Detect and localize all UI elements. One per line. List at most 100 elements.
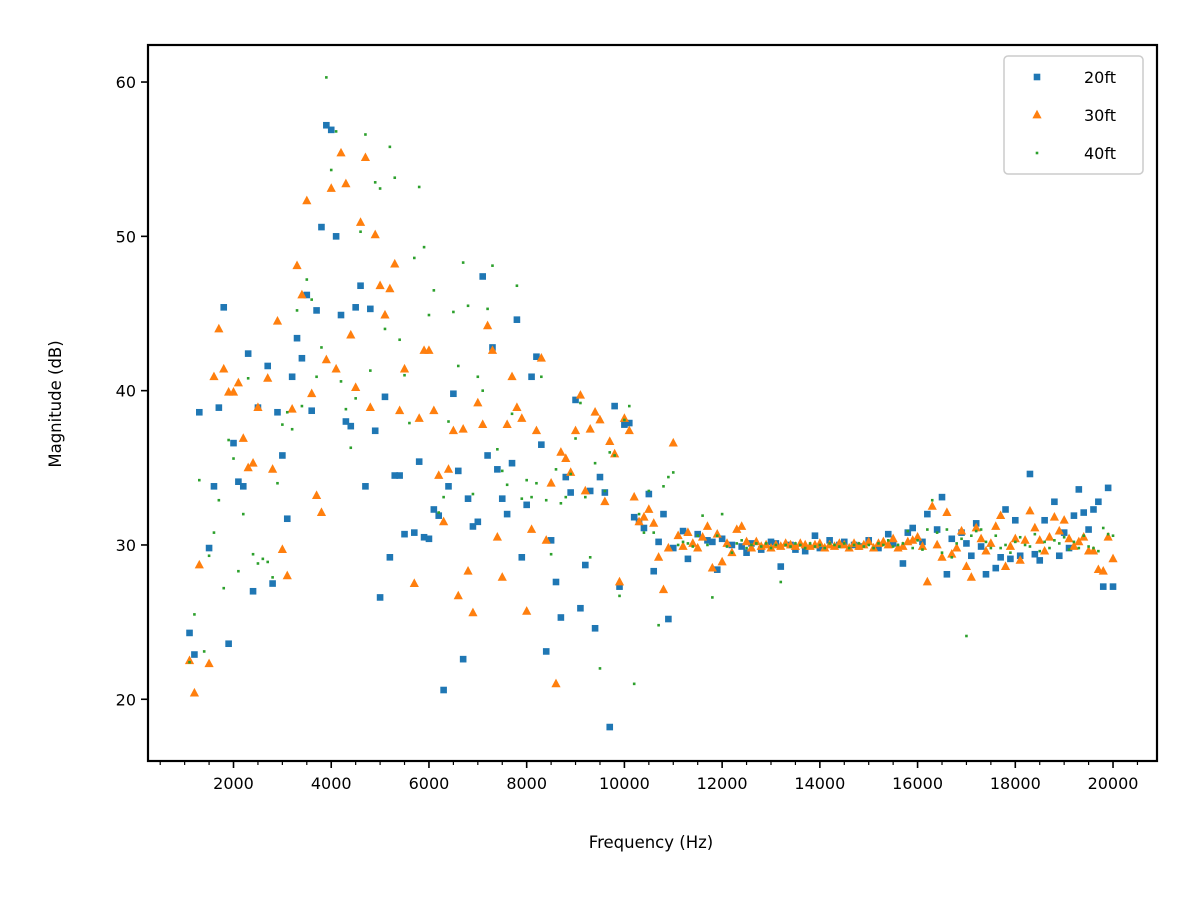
data-point (945, 528, 949, 531)
data-point (883, 539, 893, 549)
data-point (476, 375, 480, 379)
legend-marker (1032, 109, 1042, 119)
data-point (342, 418, 350, 425)
data-point (494, 466, 501, 473)
data-point (1025, 505, 1035, 515)
data-point (591, 624, 599, 632)
data-point (271, 576, 274, 579)
data-point (575, 390, 586, 399)
data-point (471, 492, 475, 496)
data-point (461, 261, 465, 264)
data-point (283, 515, 291, 523)
data-point (1101, 526, 1105, 530)
data-point (621, 421, 628, 428)
data-point (228, 386, 239, 396)
data-point (911, 546, 914, 550)
data-point (318, 223, 325, 231)
data-point (878, 536, 888, 546)
data-point (267, 464, 278, 473)
data-point (468, 607, 478, 617)
data-point (456, 364, 460, 368)
data-point (847, 546, 851, 550)
data-point (735, 542, 739, 545)
data-point (970, 534, 973, 538)
data-point (307, 388, 317, 398)
data-point (204, 658, 214, 668)
data-point (901, 542, 905, 545)
legend-box (1003, 55, 1144, 175)
data-point (1090, 506, 1097, 513)
data-point (443, 464, 454, 473)
data-point (376, 594, 384, 601)
data-point (989, 546, 993, 550)
data-point (713, 566, 721, 573)
data-point (728, 541, 736, 549)
data-point (253, 402, 263, 412)
data-point (302, 195, 312, 205)
x-tick-label: 6000 (409, 774, 450, 793)
data-point (974, 529, 978, 533)
x-tick-label: 10000 (599, 774, 650, 793)
x-tick-label: 14000 (794, 774, 845, 793)
data-point (381, 393, 389, 401)
data-point (566, 467, 576, 476)
data-point (681, 540, 685, 544)
data-point (241, 512, 245, 516)
data-point (886, 539, 890, 542)
data-point (725, 545, 729, 548)
data-point (276, 481, 279, 485)
data-point (279, 452, 286, 459)
data-point (398, 338, 401, 342)
data-point (956, 525, 967, 535)
data-point (349, 446, 353, 450)
data-point (249, 587, 257, 595)
data-point (584, 495, 587, 499)
data-point (683, 527, 693, 537)
data-point (737, 521, 747, 530)
data-point (1038, 549, 1042, 553)
data-point (502, 419, 512, 429)
data-point (313, 307, 320, 314)
data-point (526, 524, 537, 533)
data-point (994, 534, 998, 538)
data-point (408, 421, 411, 425)
data-point (912, 532, 923, 541)
data-point (1035, 535, 1045, 544)
data-point (1033, 532, 1037, 536)
data-point (510, 412, 514, 416)
data-point (219, 363, 229, 373)
data-point (454, 467, 462, 475)
data-point (410, 529, 418, 536)
data-point (251, 552, 255, 556)
data-point (496, 447, 499, 451)
data-point (225, 640, 232, 648)
data-point (808, 542, 812, 545)
data-point (671, 471, 675, 474)
data-point (1070, 512, 1078, 519)
data-point (574, 437, 577, 440)
data-point (396, 472, 403, 479)
data-point (530, 495, 533, 499)
data-point (320, 346, 323, 349)
data-point (215, 404, 223, 411)
data-point (303, 291, 311, 299)
data-point (842, 542, 846, 545)
data-point (933, 526, 941, 533)
data-point (823, 546, 827, 550)
data-point (437, 511, 441, 514)
data-point (779, 580, 783, 584)
data-point (943, 570, 951, 578)
x-tick-label: 18000 (990, 774, 1041, 793)
series-40ft (188, 76, 1115, 686)
data-point (1048, 546, 1051, 550)
data-point (549, 552, 553, 556)
data-point (790, 541, 801, 550)
data-point (657, 623, 660, 627)
data-point (498, 495, 506, 502)
data-point (1062, 535, 1066, 539)
data-point (417, 185, 421, 189)
data-point (582, 561, 589, 569)
data-point (523, 501, 530, 509)
data-point (813, 545, 817, 548)
data-point (474, 518, 482, 526)
